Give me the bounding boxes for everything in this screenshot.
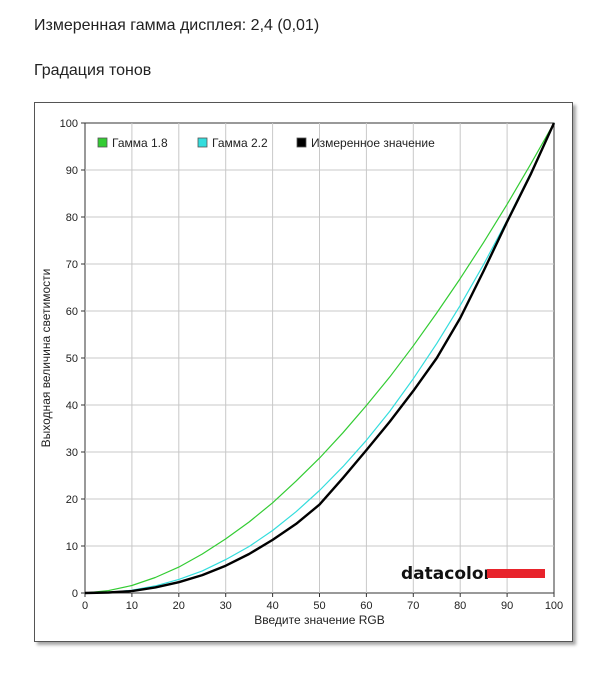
measured-gamma-text: Измеренная гамма дисплея: 2,4 (0,01)	[34, 17, 320, 34]
y-tick-label: 100	[60, 118, 78, 130]
chart-ticks: 0 10 20 30 40 50 60 70 80 90 100 0 10 20 30 40 50 60 70 80 9…	[60, 118, 564, 612]
y-tick-label: 10	[66, 541, 78, 553]
series-line-1	[84, 122, 555, 594]
chart-series	[84, 122, 556, 595]
x-tick-label: 20	[173, 600, 185, 612]
x-tick-label: 90	[501, 600, 513, 612]
y-tick-label: 0	[72, 588, 78, 600]
x-tick-label: 100	[545, 600, 563, 612]
x-tick-label: 10	[126, 600, 138, 612]
x-tick-label: 70	[407, 600, 419, 612]
x-tick-label: 30	[220, 600, 232, 612]
x-tick-label: 80	[454, 600, 466, 612]
legend-swatch-1	[97, 137, 108, 148]
datacolor-logo-bar	[487, 569, 545, 578]
x-tick-label: 40	[266, 600, 278, 612]
y-tick-label: 30	[66, 447, 78, 459]
tone-response-chart: 0 10 20 30 40 50 60 70 80 90 100 0 10 20 30 40 50 60 70 80 9…	[39, 118, 564, 627]
section-title: Градация тонов	[34, 62, 152, 79]
y-tick-label: 50	[66, 353, 78, 365]
datacolor-logo: datacolor	[401, 564, 545, 584]
legend-label-3: Измеренное значение	[311, 136, 435, 150]
datacolor-logo-text: datacolor	[401, 564, 493, 584]
y-tick-label: 60	[66, 306, 78, 318]
y-tick-label: 20	[66, 494, 78, 506]
legend-label-2: Гамма 2.2	[212, 136, 268, 150]
y-axis-label: Выходная величина светимости	[39, 269, 53, 448]
legend-swatch-2	[197, 137, 208, 148]
chart-grid	[84, 122, 555, 594]
y-tick-label: 40	[66, 400, 78, 412]
legend-label-1: Гамма 1.8	[112, 136, 168, 150]
x-tick-label: 60	[360, 600, 372, 612]
x-tick-label: 50	[313, 600, 325, 612]
chart-legend: Гамма 1.8 Гамма 2.2 Измеренное значение	[97, 136, 435, 150]
y-tick-label: 80	[66, 212, 78, 224]
legend-swatch-3	[296, 137, 307, 148]
series-line-3	[84, 122, 556, 595]
x-tick-label: 0	[82, 600, 88, 612]
chart-panel: 0 10 20 30 40 50 60 70 80 90 100 0 10 20 30 40 50 60 70 80 9…	[34, 102, 573, 642]
series-line-2	[84, 122, 555, 594]
y-tick-label: 70	[66, 259, 78, 271]
y-tick-label: 90	[66, 165, 78, 177]
x-axis-label: Введите значение RGB	[254, 613, 385, 627]
